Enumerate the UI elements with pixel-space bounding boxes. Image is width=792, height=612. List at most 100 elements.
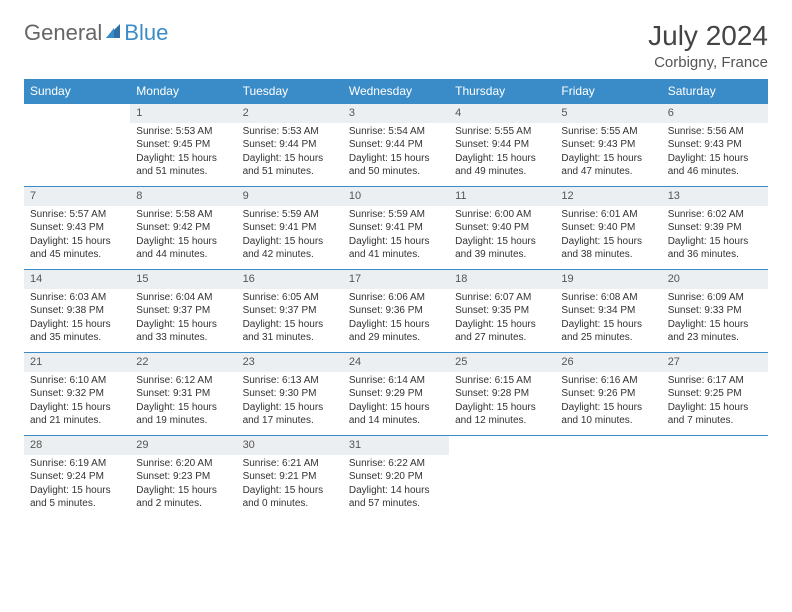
day-content: Sunrise: 6:10 AMSunset: 9:32 PMDaylight:… bbox=[24, 372, 130, 434]
daylight-line: Daylight: 15 hours bbox=[243, 318, 337, 332]
day-content: Sunrise: 5:53 AMSunset: 9:45 PMDaylight:… bbox=[130, 123, 236, 185]
day-number: 25 bbox=[449, 353, 555, 372]
calendar-day-cell: 18 Sunrise: 6:07 AMSunset: 9:35 PMDayligh… bbox=[449, 270, 555, 353]
logo-sail-icon bbox=[104, 20, 122, 46]
sunset-line: Sunset: 9:32 PM bbox=[30, 387, 124, 401]
daylight-line: Daylight: 15 hours bbox=[243, 235, 337, 249]
daylight-line: and 45 minutes. bbox=[30, 248, 124, 262]
daylight-line: and 12 minutes. bbox=[455, 414, 549, 428]
sunrise-line: Sunrise: 5:59 AM bbox=[243, 208, 337, 222]
sunset-line: Sunset: 9:37 PM bbox=[136, 304, 230, 318]
calendar-day-cell: 28Sunrise: 6:19 AMSunset: 9:24 PMDayligh… bbox=[24, 436, 130, 519]
daylight-line: Daylight: 15 hours bbox=[136, 152, 230, 166]
sunset-line: Sunset: 9:45 PM bbox=[136, 138, 230, 152]
calendar-day-cell: 4Sunrise: 5:55 AMSunset: 9:44 PMDaylight… bbox=[449, 104, 555, 187]
sunset-line: Sunset: 9:40 PM bbox=[561, 221, 655, 235]
sunset-line: Sunset: 9:43 PM bbox=[30, 221, 124, 235]
day-number: 10 bbox=[343, 187, 449, 206]
calendar-day-cell: 22Sunrise: 6:12 AMSunset: 9:31 PMDayligh… bbox=[130, 353, 236, 436]
daylight-line: Daylight: 15 hours bbox=[30, 401, 124, 415]
daylight-line: Daylight: 15 hours bbox=[455, 401, 549, 415]
daylight-line: Daylight: 15 hours bbox=[668, 318, 762, 332]
day-content: Sunrise: 6:00 AMSunset: 9:40 PMDaylight:… bbox=[449, 206, 555, 268]
weekday-header: Monday bbox=[130, 79, 236, 104]
daylight-line: Daylight: 15 hours bbox=[136, 318, 230, 332]
weekday-header: Thursday bbox=[449, 79, 555, 104]
calendar-day-cell: 9Sunrise: 5:59 AMSunset: 9:41 PMDaylight… bbox=[237, 187, 343, 270]
title-block: July 2024 Corbigny, France bbox=[648, 20, 768, 71]
sunset-line: Sunset: 9:44 PM bbox=[243, 138, 337, 152]
calendar-day-cell: 5Sunrise: 5:55 AMSunset: 9:43 PMDaylight… bbox=[555, 104, 661, 187]
calendar-day-cell: 19Sunrise: 6:08 AMSunset: 9:34 PMDayligh… bbox=[555, 270, 661, 353]
daylight-line: Daylight: 15 hours bbox=[668, 152, 762, 166]
day-number: 17 bbox=[343, 270, 449, 289]
daylight-line: Daylight: 15 hours bbox=[455, 318, 549, 332]
sunset-line: Sunset: 9:39 PM bbox=[668, 221, 762, 235]
sunrise-line: Sunrise: 6:20 AM bbox=[136, 457, 230, 471]
calendar-table: SundayMondayTuesdayWednesdayThursdayFrid… bbox=[24, 79, 768, 518]
calendar-day-cell: 31Sunrise: 6:22 AMSunset: 9:20 PMDayligh… bbox=[343, 436, 449, 519]
calendar-day-cell: 8Sunrise: 5:58 AMSunset: 9:42 PMDaylight… bbox=[130, 187, 236, 270]
sunrise-line: Sunrise: 6:02 AM bbox=[668, 208, 762, 222]
daylight-line: and 29 minutes. bbox=[349, 331, 443, 345]
day-number: 4 bbox=[449, 104, 555, 123]
day-content: Sunrise: 5:58 AMSunset: 9:42 PMDaylight:… bbox=[130, 206, 236, 268]
sunrise-line: Sunrise: 6:15 AM bbox=[455, 374, 549, 388]
daylight-line: Daylight: 15 hours bbox=[136, 235, 230, 249]
day-number: 19 bbox=[555, 270, 661, 289]
calendar-day-cell: 30Sunrise: 6:21 AMSunset: 9:21 PMDayligh… bbox=[237, 436, 343, 519]
sunrise-line: Sunrise: 6:19 AM bbox=[30, 457, 124, 471]
daylight-line: Daylight: 15 hours bbox=[668, 235, 762, 249]
day-content: Sunrise: 5:57 AMSunset: 9:43 PMDaylight:… bbox=[24, 206, 130, 268]
logo-text-general: General bbox=[24, 20, 102, 46]
daylight-line: and 41 minutes. bbox=[349, 248, 443, 262]
sunset-line: Sunset: 9:42 PM bbox=[136, 221, 230, 235]
day-content: Sunrise: 6:16 AMSunset: 9:26 PMDaylight:… bbox=[555, 372, 661, 434]
sunrise-line: Sunrise: 6:04 AM bbox=[136, 291, 230, 305]
sunrise-line: Sunrise: 6:09 AM bbox=[668, 291, 762, 305]
day-number: 18 bbox=[449, 270, 555, 289]
sunset-line: Sunset: 9:43 PM bbox=[561, 138, 655, 152]
daylight-line: Daylight: 15 hours bbox=[136, 484, 230, 498]
daylight-line: Daylight: 15 hours bbox=[455, 152, 549, 166]
calendar-day-cell: 1Sunrise: 5:53 AMSunset: 9:45 PMDaylight… bbox=[130, 104, 236, 187]
daylight-line: and 39 minutes. bbox=[455, 248, 549, 262]
calendar-week-row: 14Sunrise: 6:03 AMSunset: 9:38 PMDayligh… bbox=[24, 270, 768, 353]
calendar-week-row: 7Sunrise: 5:57 AMSunset: 9:43 PMDaylight… bbox=[24, 187, 768, 270]
day-number: 20 bbox=[662, 270, 768, 289]
sunset-line: Sunset: 9:35 PM bbox=[455, 304, 549, 318]
calendar-week-row: 21Sunrise: 6:10 AMSunset: 9:32 PMDayligh… bbox=[24, 353, 768, 436]
sunrise-line: Sunrise: 5:56 AM bbox=[668, 125, 762, 139]
daylight-line: and 19 minutes. bbox=[136, 414, 230, 428]
day-number: 27 bbox=[662, 353, 768, 372]
day-number: 7 bbox=[24, 187, 130, 206]
sunset-line: Sunset: 9:37 PM bbox=[243, 304, 337, 318]
calendar-day-cell: 3Sunrise: 5:54 AMSunset: 9:44 PMDaylight… bbox=[343, 104, 449, 187]
daylight-line: and 47 minutes. bbox=[561, 165, 655, 179]
calendar-day-cell: .. bbox=[449, 436, 555, 519]
calendar-week-row: ..1Sunrise: 5:53 AMSunset: 9:45 PMDaylig… bbox=[24, 104, 768, 187]
calendar-day-cell: .. bbox=[24, 104, 130, 187]
daylight-line: and 27 minutes. bbox=[455, 331, 549, 345]
daylight-line: and 44 minutes. bbox=[136, 248, 230, 262]
sunrise-line: Sunrise: 5:55 AM bbox=[455, 125, 549, 139]
day-content: Sunrise: 6:04 AMSunset: 9:37 PMDaylight:… bbox=[130, 289, 236, 351]
sunrise-line: Sunrise: 6:07 AM bbox=[455, 291, 549, 305]
daylight-line: and 17 minutes. bbox=[243, 414, 337, 428]
sunset-line: Sunset: 9:25 PM bbox=[668, 387, 762, 401]
calendar-day-cell: 16Sunrise: 6:05 AMSunset: 9:37 PMDayligh… bbox=[237, 270, 343, 353]
daylight-line: Daylight: 15 hours bbox=[455, 235, 549, 249]
day-number: 6 bbox=[662, 104, 768, 123]
day-content: Sunrise: 6:08 AMSunset: 9:34 PMDaylight:… bbox=[555, 289, 661, 351]
sunset-line: Sunset: 9:41 PM bbox=[243, 221, 337, 235]
day-content: Sunrise: 6:14 AMSunset: 9:29 PMDaylight:… bbox=[343, 372, 449, 434]
day-content: Sunrise: 5:53 AMSunset: 9:44 PMDaylight:… bbox=[237, 123, 343, 185]
day-number: 31 bbox=[343, 436, 449, 455]
day-number: 30 bbox=[237, 436, 343, 455]
weekday-header: Friday bbox=[555, 79, 661, 104]
sunrise-line: Sunrise: 6:00 AM bbox=[455, 208, 549, 222]
weekday-header: Tuesday bbox=[237, 79, 343, 104]
calendar-day-cell: 29Sunrise: 6:20 AMSunset: 9:23 PMDayligh… bbox=[130, 436, 236, 519]
sunset-line: Sunset: 9:29 PM bbox=[349, 387, 443, 401]
sunrise-line: Sunrise: 6:22 AM bbox=[349, 457, 443, 471]
